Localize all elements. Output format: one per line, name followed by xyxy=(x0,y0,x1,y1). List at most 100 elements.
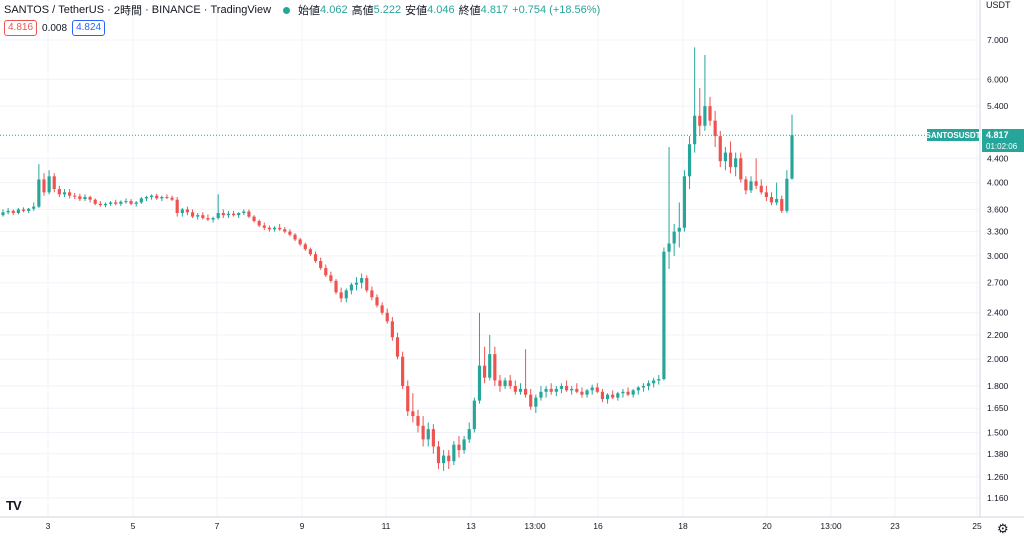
candle-body xyxy=(744,179,748,191)
candle-body xyxy=(769,197,774,203)
candle-up xyxy=(703,54,707,131)
time-tick-label: 3 xyxy=(46,521,51,531)
legend-separator: · xyxy=(107,4,111,16)
candle-body xyxy=(790,135,794,179)
time-tick-label: 9 xyxy=(300,521,305,531)
candle-down xyxy=(431,424,435,454)
candle-down xyxy=(600,388,605,403)
candle-up xyxy=(559,383,564,394)
chart-legend[interactable]: SANTOS / TetherUS · 2時間 · BINANCE · Trad… xyxy=(4,2,604,18)
candle-body xyxy=(564,386,569,391)
candle-down xyxy=(513,380,517,395)
candle-up xyxy=(442,450,446,471)
high-label: 高値 xyxy=(351,5,374,17)
ask-price-box[interactable]: 4.824 xyxy=(72,20,106,36)
candle-body xyxy=(344,290,348,299)
candle-body xyxy=(523,388,528,395)
candle-body xyxy=(672,231,676,244)
tradingview-logo-icon[interactable]: TV xyxy=(6,498,22,513)
candle-down xyxy=(267,225,272,232)
time-tick-label: 16 xyxy=(593,521,603,531)
candle-body xyxy=(518,388,523,392)
candle-body xyxy=(47,176,51,193)
candle-body xyxy=(78,196,82,200)
candle-down xyxy=(339,287,343,303)
candle-up xyxy=(27,208,31,213)
candle-down xyxy=(175,197,179,217)
candle-down xyxy=(185,206,190,216)
candle-up xyxy=(631,388,635,398)
candle-body xyxy=(467,429,471,440)
price-tick-label: 4.000 xyxy=(987,178,1009,188)
candle-down xyxy=(365,275,369,293)
candle-up xyxy=(687,136,692,190)
candle-down xyxy=(580,387,584,398)
candle-up xyxy=(103,202,108,208)
candle-body xyxy=(180,209,184,213)
candle-up xyxy=(354,277,359,291)
candle-body xyxy=(390,321,394,338)
candle-down xyxy=(201,212,205,220)
close-label: 終値 xyxy=(458,5,481,17)
candle-body xyxy=(288,231,292,235)
candle-down xyxy=(52,173,56,193)
candle-down xyxy=(231,210,236,217)
candle-body xyxy=(611,394,615,398)
candle-up xyxy=(467,422,471,443)
candle-down xyxy=(718,130,722,168)
time-tick-label: 5 xyxy=(131,521,136,531)
candle-up xyxy=(272,226,277,232)
candle-up xyxy=(216,194,220,220)
candle-body xyxy=(775,199,779,203)
candle-body xyxy=(575,388,579,392)
candle-down xyxy=(698,87,702,137)
candle-down xyxy=(406,380,410,417)
symbol-name[interactable]: SANTOS xyxy=(4,4,50,16)
price-tick-label: 7.000 xyxy=(987,35,1009,45)
candle-down xyxy=(611,390,615,400)
gear-icon[interactable]: ⚙ xyxy=(997,521,1009,536)
candle-up xyxy=(636,386,640,395)
legend-separator: · xyxy=(203,4,208,16)
time-axis-labels[interactable]: 3 5 7 9 11 13 13:00 16 18 20 13:00 23 25 xyxy=(46,521,982,531)
candle-body xyxy=(144,197,149,199)
candle-body xyxy=(324,268,328,276)
candle-body xyxy=(37,179,41,207)
price-axis[interactable] xyxy=(980,0,1024,517)
candle-down xyxy=(257,219,261,228)
candle-body xyxy=(754,181,758,186)
candle-down xyxy=(744,176,748,195)
candle-body xyxy=(411,411,415,417)
candle-body xyxy=(109,202,113,204)
candle-body xyxy=(452,444,456,462)
time-tick-label: 13:00 xyxy=(524,521,546,531)
candle-body xyxy=(196,215,200,217)
candle-down xyxy=(247,209,251,219)
bid-price-box[interactable]: 4.816 xyxy=(4,20,38,36)
candle-body xyxy=(698,115,702,126)
high-value: 5.222 xyxy=(373,4,402,16)
time-tick-label: 25 xyxy=(972,521,982,531)
price-tick-label: 2.200 xyxy=(987,330,1009,340)
candle-body xyxy=(149,195,154,198)
candle-down xyxy=(564,380,569,392)
candle-body xyxy=(262,225,266,228)
candle-body xyxy=(278,227,282,230)
candle-up xyxy=(570,386,574,395)
candle-body xyxy=(334,280,338,293)
candle-body xyxy=(298,239,302,245)
candle-body xyxy=(677,227,681,232)
candle-body xyxy=(447,455,451,462)
candle-body xyxy=(631,390,635,395)
candle-body xyxy=(211,218,215,220)
candle-down xyxy=(78,193,82,202)
candle-body xyxy=(739,158,743,180)
candle-up xyxy=(590,384,594,395)
interval-label[interactable]: 2時間 xyxy=(113,5,142,17)
candle-down xyxy=(329,271,333,283)
candle-up xyxy=(452,441,456,466)
candle-body xyxy=(175,199,179,213)
candle-down xyxy=(411,393,415,423)
candle-body xyxy=(703,106,707,126)
